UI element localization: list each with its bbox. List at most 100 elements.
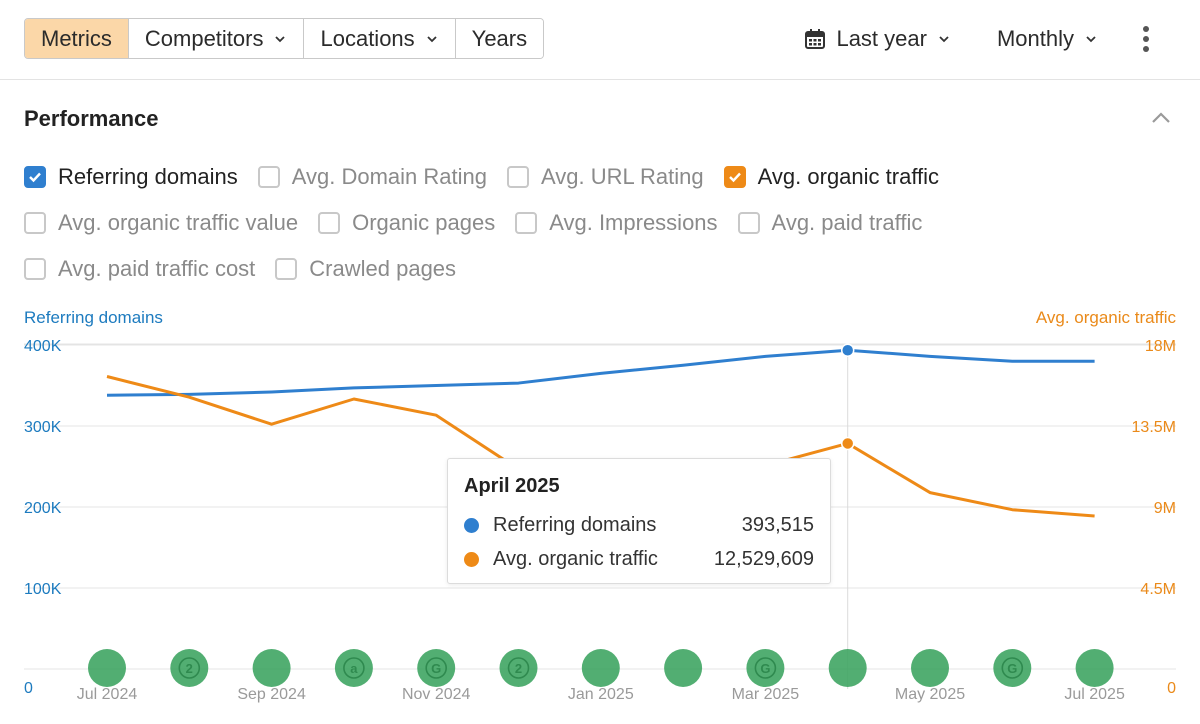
metric-row-1: Referring domains Avg. Domain Rating Avg…: [24, 164, 959, 190]
right-tick-label: 0: [1167, 680, 1176, 697]
update-dot-icon: [252, 649, 291, 687]
update-dot-icon: [664, 649, 703, 687]
letter-a-icon: [334, 649, 373, 687]
google-g-icon: [746, 649, 785, 687]
checkbox-icon[interactable]: [24, 212, 46, 234]
tab-label: Competitors: [144, 25, 264, 51]
series-dot-icon: [464, 517, 479, 533]
chevron-down-icon: [275, 35, 286, 42]
metric-label: Avg. paid traffic: [771, 210, 923, 235]
metric-avg-domain-rating[interactable]: Avg. Domain Rating: [257, 164, 487, 190]
marker-glyph-ring: [425, 657, 448, 679]
x-tick-label: Jan 2025: [568, 686, 634, 703]
checkbox-checked-icon[interactable]: [723, 166, 746, 188]
tooltip-row: Avg. organic traffic 12,529,609: [464, 542, 814, 576]
left-tick-label: 400K: [24, 338, 62, 355]
x-tick-label: Mar 2025: [732, 686, 800, 703]
marker-glyph-ring: [754, 657, 777, 679]
right-tick-label: 4.5M: [1140, 581, 1176, 598]
google-g-icon: [417, 649, 456, 687]
checkbox-checked-icon[interactable]: [24, 166, 46, 188]
x-tick-label: Jul 2025: [1064, 686, 1125, 703]
metric-organic-pages[interactable]: Organic pages: [318, 210, 495, 236]
view-tabs: Metrics Competitors Locations Years: [24, 18, 545, 59]
date-range-label: Last year: [836, 26, 927, 51]
tab-label: Years: [471, 25, 528, 51]
tooltip-row: Referring domains 393,515: [464, 508, 814, 542]
metric-label: Organic pages: [352, 210, 496, 235]
interval-label: Monthly: [996, 26, 1074, 51]
update-dot-icon: [88, 649, 126, 687]
checkbox-icon[interactable]: [737, 212, 760, 234]
tab-metrics[interactable]: Metrics: [25, 19, 129, 58]
tab-competitors[interactable]: Competitors: [128, 19, 305, 58]
checkbox-icon[interactable]: [318, 212, 341, 234]
metric-avg-organic-traffic-value[interactable]: Avg. organic traffic value: [24, 210, 298, 236]
marker-glyph-ring: [507, 657, 530, 679]
tooltip-value: 12,529,609: [713, 547, 814, 570]
x-tick-label: Jul 2024: [77, 686, 138, 703]
checkbox-icon[interactable]: [24, 258, 46, 280]
metric-label: Avg. paid traffic cost: [58, 256, 256, 281]
checkbox-icon[interactable]: [275, 258, 298, 280]
metric-avg-paid-traffic-cost[interactable]: Avg. paid traffic cost: [24, 256, 255, 282]
update-dot-icon: [1075, 649, 1114, 687]
checkbox-icon[interactable]: [515, 212, 538, 234]
metric-label: Crawled pages: [309, 256, 457, 281]
highlight-point: [840, 343, 855, 358]
tooltip-title: April 2025: [464, 475, 560, 497]
tab-locations[interactable]: Locations: [304, 19, 456, 58]
kebab-menu-icon[interactable]: [1126, 26, 1166, 52]
metric-avg-impressions[interactable]: Avg. Impressions: [515, 210, 718, 236]
checkbox-icon[interactable]: [507, 166, 529, 188]
toolbar-right: Last year Monthly: [804, 18, 1200, 60]
numbered-2-icon: [499, 649, 538, 687]
marker-glyph: G: [431, 661, 441, 676]
right-tick-label: 13.5M: [1132, 419, 1176, 436]
marker-glyph: G: [1007, 661, 1017, 676]
metric-avg-url-rating[interactable]: Avg. URL Rating: [507, 164, 704, 190]
left-axis-title: Referring domains: [24, 308, 163, 327]
chevron-down-icon: [1086, 36, 1096, 43]
chevron-down-icon: [427, 35, 437, 42]
marker-glyph: G: [760, 661, 770, 676]
left-tick-label: 300K: [24, 419, 62, 436]
metric-label: Referring domains: [58, 164, 238, 189]
interval-dropdown[interactable]: Monthly: [997, 26, 1098, 52]
left-tick-label: 0: [24, 680, 33, 697]
x-tick-label: Sep 2024: [237, 686, 306, 703]
marker-glyph: 2: [186, 661, 193, 676]
metric-label: Avg. Domain Rating: [291, 164, 487, 189]
update-dot-icon: [828, 649, 867, 687]
left-tick-label: 200K: [24, 500, 62, 517]
x-tick-label: May 2025: [895, 686, 965, 703]
marker-glyph-ring: [178, 657, 201, 679]
right-tick-label: 9M: [1154, 500, 1176, 517]
metric-row-3: Avg. paid traffic cost Crawled pages: [24, 256, 476, 282]
metric-crawled-pages[interactable]: Crawled pages: [275, 256, 456, 282]
metric-label: Avg. URL Rating: [541, 164, 704, 189]
metric-avg-organic-traffic[interactable]: Avg. organic traffic: [723, 164, 939, 190]
checkbox-icon[interactable]: [257, 166, 280, 188]
metric-avg-paid-traffic[interactable]: Avg. paid traffic: [737, 210, 923, 236]
metric-label: Avg. Impressions: [549, 210, 718, 235]
chevron-up-icon[interactable]: [1150, 110, 1172, 126]
tooltip-value: 393,515: [741, 513, 814, 536]
metric-referring-domains[interactable]: Referring domains: [24, 164, 238, 190]
series-line-left: [106, 348, 1095, 397]
metric-label: Avg. organic traffic value: [58, 210, 299, 235]
marker-glyph: a: [350, 661, 358, 676]
numbered-2-icon: [170, 649, 209, 687]
series-dot-icon: [464, 551, 479, 567]
marker-glyph: 2: [515, 661, 522, 676]
tab-years[interactable]: Years: [455, 19, 544, 58]
metric-row-2: Avg. organic traffic value Organic pages…: [24, 210, 942, 236]
chart-tooltip: April 2025 Referring domains 393,515 Avg…: [447, 458, 831, 584]
performance-chart[interactable]: 0 100K 200K 300K 400K 0 4.5M 9M 13.5M 18M Jul 2024…: [0, 330, 1200, 724]
update-dot-icon: [911, 649, 949, 687]
x-tick-label: Nov 2024: [402, 686, 471, 703]
date-range-dropdown[interactable]: Last year: [804, 26, 951, 52]
chevron-down-icon: [939, 36, 949, 43]
right-axis-title: Avg. organic traffic: [1035, 308, 1176, 327]
tooltip-label: Referring domains: [493, 513, 657, 536]
